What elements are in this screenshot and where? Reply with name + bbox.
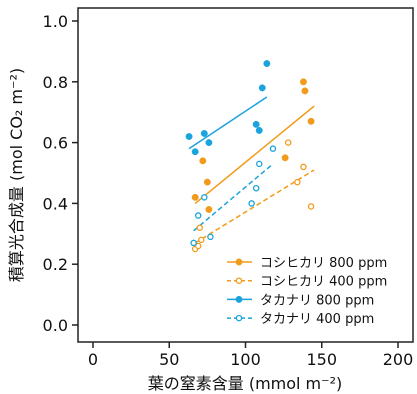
y-tick-label: 0.4 xyxy=(43,194,68,213)
data-point xyxy=(284,139,292,146)
data-point xyxy=(307,203,315,210)
plot-frame xyxy=(77,7,414,343)
data-point xyxy=(307,117,315,125)
x-axis-ticks: 0 50 100 150 200 xyxy=(88,342,413,369)
data-point xyxy=(194,212,202,219)
y-tick-label: 0.6 xyxy=(43,134,68,153)
fit-line xyxy=(194,105,315,204)
legend-label: タカナリ 400 ppm xyxy=(260,312,374,327)
data-point xyxy=(196,224,203,231)
data-point xyxy=(281,154,289,162)
data-point xyxy=(269,145,277,152)
data-point xyxy=(191,148,199,156)
x-tick-label: 200 xyxy=(383,350,414,369)
fit-line xyxy=(193,163,274,232)
data-point xyxy=(252,184,260,192)
data-point xyxy=(198,236,205,244)
data-point xyxy=(200,130,208,137)
data-point xyxy=(258,84,266,92)
data-point xyxy=(255,160,263,168)
data-point xyxy=(190,239,197,247)
data-point xyxy=(300,78,307,86)
data-point xyxy=(199,157,207,165)
x-tick-label: 50 xyxy=(159,350,179,369)
data-point xyxy=(205,139,213,147)
data-point xyxy=(191,193,199,201)
legend-marker xyxy=(235,295,243,303)
data-point xyxy=(207,233,214,241)
y-tick-label: 0.0 xyxy=(43,316,68,335)
data-point xyxy=(252,120,260,128)
y-tick-label: 0.2 xyxy=(43,255,68,274)
legend-label: タカナリ 800 ppm xyxy=(260,293,374,308)
x-tick-label: 150 xyxy=(306,350,337,369)
data-point xyxy=(185,133,193,140)
legend-marker xyxy=(235,258,243,266)
legend-marker xyxy=(235,277,243,284)
data-point xyxy=(194,242,202,250)
data-point xyxy=(263,60,271,68)
data-point xyxy=(300,163,307,171)
data-point xyxy=(203,178,211,186)
legend-label: コシヒカリ 400 ppm xyxy=(260,275,387,290)
data-point xyxy=(201,194,208,201)
y-tick-label: 0.8 xyxy=(43,73,68,92)
regression-lines xyxy=(188,96,315,244)
legend: コシヒカリ 800 ppm コシヒカリ 400 ppm タカナリ 800 ppm タカ… xyxy=(227,256,387,327)
data-point xyxy=(301,87,309,95)
data-point xyxy=(205,206,213,213)
legend-marker xyxy=(235,314,243,322)
x-tick-label: 100 xyxy=(230,350,261,369)
data-point xyxy=(248,200,255,207)
fit-line xyxy=(188,96,268,150)
data-point xyxy=(294,178,301,186)
x-tick-label: 0 xyxy=(88,350,98,369)
data-points xyxy=(185,60,315,253)
y-tick-label: 1.0 xyxy=(43,12,68,31)
y-axis-ticks: 0.0 0.2 0.4 0.6 0.8 1.0 xyxy=(43,12,78,335)
legend-label: コシヒカリ 800 ppm xyxy=(260,256,387,271)
x-axis-title: 葉の窒素含量 (mmol m⁻²) xyxy=(148,374,343,393)
data-point xyxy=(255,126,263,134)
y-axis-title: 積算光合成量 (mol CO₂ m⁻²) xyxy=(7,68,26,282)
